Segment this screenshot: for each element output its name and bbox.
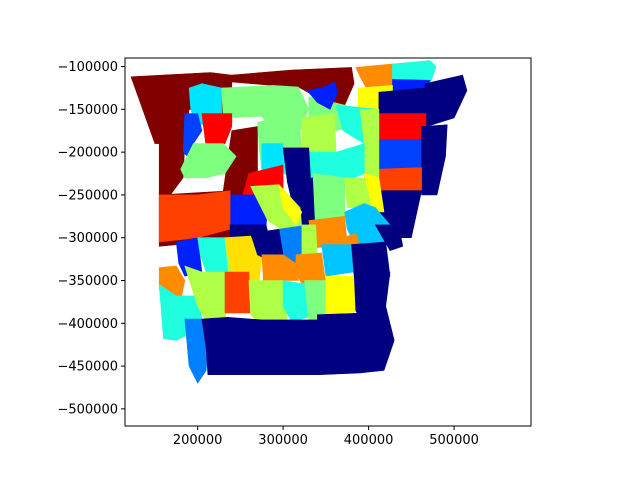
x-tick-label: 400000 [344,433,394,448]
region-12 [378,139,422,170]
region-11 [378,113,427,140]
region-60 [248,280,288,322]
region-68 [261,319,322,376]
y-tick-label: −500000 [57,402,118,417]
x-tick-label: 500000 [429,433,479,448]
x-axis: 200000 300000 400000 500000 [173,426,479,448]
y-tick-label: −350000 [57,274,118,289]
region-24 [180,143,237,179]
region-70 [359,305,395,374]
x-tick-label: 300000 [258,433,308,448]
y-tick-label: −450000 [57,360,118,375]
county-regions [130,60,468,384]
y-tick-label: −250000 [57,188,118,203]
x-tick-label: 200000 [173,433,223,448]
region-54 [321,244,354,277]
region-67 [227,316,265,376]
y-tick-label: −200000 [57,146,118,161]
region-23 [201,113,233,149]
region-44 [301,224,318,256]
region-14 [374,167,422,191]
region-34 [363,173,385,213]
region-10 [378,87,426,114]
region-59 [224,271,251,314]
y-tick-label: −400000 [57,317,118,332]
region-21 [306,81,339,110]
y-tick-label: −300000 [57,231,118,246]
y-tick-label: −150000 [57,103,118,118]
region-39 [197,190,231,239]
axes-frame [124,57,532,427]
y-axis: −100000 −150000 −200000 −250000 −300000 −3500… [57,60,125,417]
region-6 [392,60,437,85]
region-61 [282,280,311,322]
region-37 [278,183,303,226]
region-2 [158,143,186,196]
y-tick-label: −100000 [57,60,118,75]
region-38 [158,194,198,243]
region-26 [301,113,337,153]
region-69 [316,312,365,376]
